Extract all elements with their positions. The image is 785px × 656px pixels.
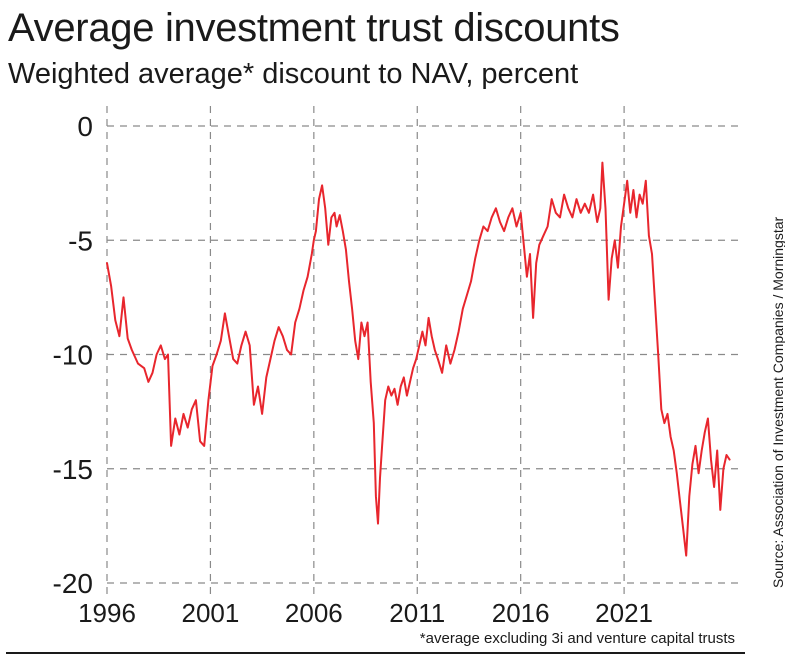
- x-tick-label: 2011: [389, 598, 445, 628]
- chart-subtitle: Weighted average* discount to NAV, perce…: [8, 58, 579, 90]
- x-tick-label: 1996: [78, 598, 136, 628]
- chart-title: Average investment trust discounts: [8, 6, 620, 50]
- x-tick-label: 2001: [181, 598, 239, 628]
- source-note: Source: Association of Investment Compan…: [770, 216, 785, 588]
- y-tick-label: -10: [53, 340, 93, 371]
- bottom-rule: [6, 652, 745, 654]
- x-tick-label: 2021: [595, 598, 653, 628]
- x-tick-label: 2006: [285, 598, 343, 628]
- y-tick-label: -5: [68, 225, 93, 256]
- y-tick-label: 0: [77, 111, 93, 142]
- x-tick-label: 2016: [492, 598, 550, 628]
- series-line: [106, 161, 731, 557]
- footnote: *average excluding 3i and venture capita…: [419, 630, 735, 647]
- y-tick-label: -15: [53, 454, 93, 485]
- y-tick-label: -20: [53, 568, 93, 599]
